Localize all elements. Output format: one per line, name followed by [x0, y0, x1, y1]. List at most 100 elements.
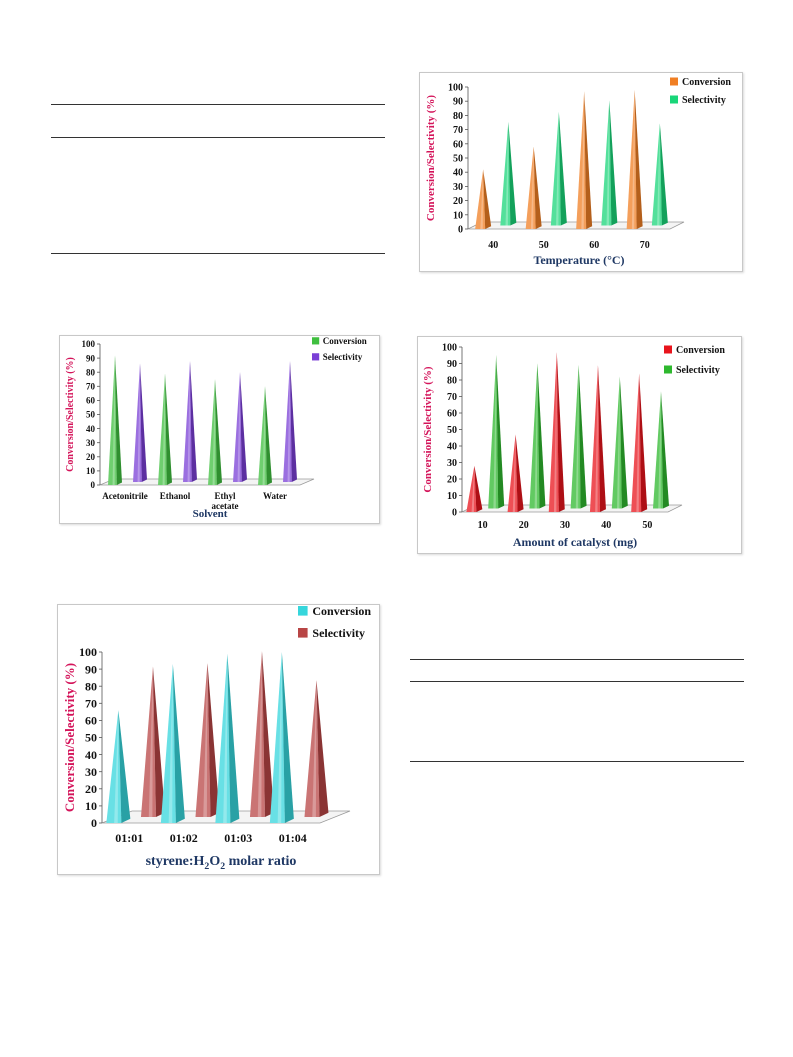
solvent-cone-face-dark	[265, 386, 272, 485]
chart-temperature: 0 10 20 30 40 50 60 70 80 90 100 40 50 60 70 Conversion…	[419, 72, 743, 272]
solvent-floor	[99, 478, 315, 486]
solvent-cone-selectivity-2	[183, 360, 197, 482]
catalyst-y-tick-label: 10	[447, 491, 457, 502]
solvent-cone-face-dark	[140, 363, 147, 482]
molar-ratio-y-tick-label: 100	[79, 645, 97, 659]
catalyst-y-tick-label: 60	[447, 409, 457, 420]
catalyst-x-tick-label: 10	[478, 520, 488, 531]
chart-solvent: 0 10 20 30 40 50 60 70 80 90 100 Acetonitrile Ethano…	[59, 335, 380, 524]
catalyst-x-tick-label: 20	[519, 520, 529, 531]
temperature-y-tick-label: 10	[453, 210, 463, 221]
solvent-cone-face-dark	[290, 360, 297, 482]
catalyst-y-tick-label: 80	[447, 376, 457, 387]
solvent-cone-highlight	[287, 360, 290, 482]
table-rule-top-2	[410, 659, 744, 660]
molar-ratio-cone-face-dark	[227, 653, 240, 823]
molar-ratio-y-tick-label: 90	[85, 662, 97, 676]
solvent-x-tick-label: acetate	[212, 501, 239, 511]
catalyst-cone-face-dark	[639, 373, 648, 512]
molar-ratio-y-tick-label: 60	[85, 714, 97, 728]
solvent-y-tick-label: 70	[86, 381, 96, 391]
solvent-x-axis-title: Solvent	[193, 508, 228, 520]
chart-temperature-svg: 0 10 20 30 40 50 60 70 80 90 100 40 50 60 70 Conversion…	[425, 77, 731, 267]
catalyst-cone-selectivity-4	[611, 376, 628, 509]
solvent-cone-face-dark	[115, 355, 122, 485]
temperature-x-tick-label: 70	[640, 240, 650, 251]
molar-ratio-cone-face-dark	[316, 680, 329, 817]
molar-ratio-cone-highlight	[148, 666, 153, 817]
catalyst-cone-selectivity-3	[570, 364, 587, 509]
chart-catalyst: 0 10 20 30 40 50 60 70 80 90 100 10 20 30 40 50 Conversi…	[417, 336, 742, 554]
solvent-cone-face-dark	[165, 373, 172, 485]
temperature-y-tick-label: 90	[453, 97, 463, 108]
catalyst-cone-face-dark	[660, 391, 669, 509]
solvent-cone-conversion-3	[208, 379, 222, 485]
temperature-cone-face-dark	[558, 111, 567, 226]
temperature-x-tick-label: 40	[488, 240, 498, 251]
solvent-cone-selectivity-1	[133, 363, 147, 482]
temperature-y-tick-label: 70	[453, 125, 463, 136]
solvent-y-tick-label: 10	[86, 466, 96, 476]
solvent-cone-face-dark	[215, 379, 222, 485]
catalyst-cone-face-dark	[474, 465, 483, 512]
catalyst-cone-face-dark	[496, 355, 505, 509]
chart-solvent-svg: 0 10 20 30 40 50 60 70 80 90 100 Acetonitrile Ethano…	[65, 336, 367, 520]
catalyst-y-axis-title: Conversion/Selectivity (%)	[422, 366, 434, 493]
catalyst-cone-face-dark	[537, 363, 546, 509]
temperature-legend-swatch-conversion	[670, 77, 678, 86]
catalyst-cone-face-dark	[515, 434, 524, 512]
catalyst-cone-selectivity-2	[529, 363, 546, 509]
temperature-cone-face-dark	[508, 121, 517, 226]
temperature-y-tick-label: 50	[453, 154, 463, 165]
catalyst-cone-highlight	[636, 373, 640, 512]
temperature-cone-conversion-2	[525, 146, 542, 229]
solvent-legend-label-conversion: Conversion	[323, 336, 367, 346]
temperature-x-tick-label: 60	[589, 240, 599, 251]
table-rule-bottom-2	[410, 761, 744, 762]
molar-ratio-y-tick-label: 80	[85, 679, 97, 693]
catalyst-cone-face-dark	[578, 364, 587, 509]
solvent-cone-face-dark	[240, 372, 247, 482]
solvent-y-tick-label: 60	[86, 396, 96, 406]
catalyst-cone-face-dark	[597, 365, 606, 512]
molar-ratio-x-tick-label: 01:01	[115, 831, 143, 845]
table-rule-bottom-1	[51, 253, 385, 254]
solvent-y-axis-title: Conversion/Selectivity (%)	[65, 357, 76, 472]
molar-ratio-cone-selectivity-2	[195, 663, 220, 817]
catalyst-cone-face-dark	[556, 351, 565, 512]
solvent-cone-highlight	[162, 373, 165, 485]
temperature-cone-conversion-1	[475, 169, 492, 229]
molar-ratio-cone-highlight	[168, 663, 173, 823]
catalyst-x-tick-label: 30	[560, 520, 570, 531]
molar-ratio-x-axis-title: styrene:H2O2 molar ratio	[146, 854, 297, 872]
temperature-cone-highlight	[556, 111, 559, 226]
temperature-cone-highlight	[631, 89, 635, 229]
solvent-y-tick-label: 80	[86, 367, 96, 377]
molar-ratio-y-tick-label: 30	[85, 765, 97, 779]
temperature-cone-selectivity-4	[651, 123, 668, 226]
molar-ratio-cone-highlight	[203, 663, 208, 817]
solvent-x-tick-label: Water	[263, 491, 287, 501]
temperature-x-tick-label: 50	[539, 240, 549, 251]
temperature-cone-face-dark	[634, 89, 643, 229]
solvent-y-tick-label: 50	[86, 410, 96, 420]
catalyst-x-axis-title: Amount of catalyst (mg)	[513, 535, 637, 549]
catalyst-cone-conversion-4	[589, 365, 606, 512]
temperature-cone-highlight	[581, 91, 585, 229]
solvent-cone-highlight	[262, 386, 265, 485]
catalyst-cone-conversion-2	[507, 434, 524, 512]
temperature-cone-face-dark	[584, 91, 593, 229]
catalyst-y-tick-label: 0	[452, 508, 457, 519]
temperature-cone-selectivity-2	[550, 111, 567, 226]
catalyst-cone-highlight	[471, 465, 475, 512]
molar-ratio-cone-face-dark	[118, 710, 131, 823]
temperature-cone-selectivity-3	[601, 100, 618, 226]
chart-molar-ratio: 0 10 20 30 40 50 60 70 80 90 100 01:01 01:02 01:03 01:…	[57, 604, 380, 875]
chart-catalyst-svg: 0 10 20 30 40 50 60 70 80 90 100 10 20 30 40 50 Conversi…	[422, 343, 725, 550]
temperature-legend-label-selectivity: Selectivity	[682, 95, 726, 106]
solvent-cone-highlight	[187, 360, 190, 482]
temperature-y-tick-label: 80	[453, 111, 463, 122]
molar-ratio-x-tick-label: 01:02	[170, 831, 198, 845]
temperature-y-tick-label: 40	[453, 168, 463, 179]
chart-molar-ratio-svg: 0 10 20 30 40 50 60 70 80 90 100 01:01 01:02 01:03 01:…	[62, 604, 371, 872]
